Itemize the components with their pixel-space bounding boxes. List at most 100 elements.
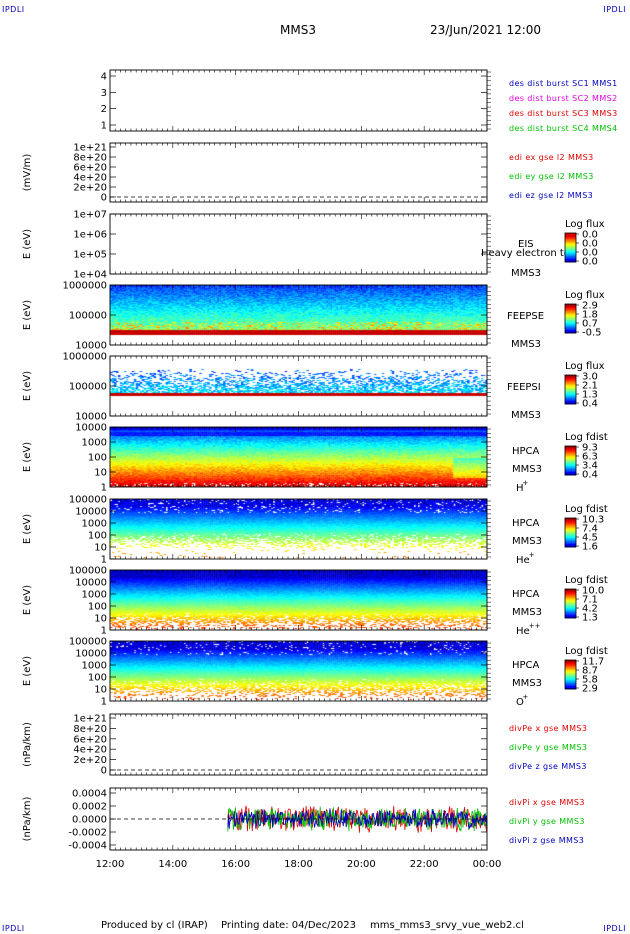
datetime-title: 23/Jun/2021 12:00 [430, 23, 542, 37]
colorbar-cell [565, 539, 576, 542]
colorbar-cell [565, 447, 576, 450]
colorbar-cell [565, 322, 576, 325]
colorbar-title: Log fdist [565, 504, 608, 515]
colorbar-cell [565, 377, 576, 380]
ytick-label: 10000 [75, 423, 107, 434]
colorbar-cell [565, 520, 576, 523]
colorbar-cell [565, 671, 576, 674]
ytick-label: 100 [88, 453, 107, 464]
instrument-label: HPCA [512, 589, 540, 600]
spectrogram-p5 [110, 356, 487, 416]
species-charge: ++ [529, 622, 541, 630]
ytick-label: 10 [94, 468, 107, 479]
spacecraft-label: MMS3 [511, 410, 541, 421]
colorbar-cell [565, 386, 576, 389]
colorbar-tick-label: 1.3 [582, 390, 598, 401]
colorbar-cell [565, 382, 576, 385]
colorbar-cell [565, 610, 576, 613]
colorbar-tick-label: -0.5 [582, 328, 602, 339]
colorbar-cell [565, 399, 576, 402]
colorbar-cell [565, 376, 576, 379]
ytick-label: 0 [101, 193, 107, 204]
colorbar-tick-label: 0.0 [582, 257, 598, 268]
colorbar-cell [565, 599, 576, 601]
colorbar-cell [565, 467, 576, 470]
ytick-label: 1e+06 [73, 230, 107, 241]
colorbar-cell [565, 591, 576, 594]
colorbar-cell [565, 247, 576, 250]
colorbar-cell [565, 396, 576, 399]
colorbar-tick-label: 4.5 [582, 533, 598, 544]
colorbar-frame [564, 303, 577, 334]
colorbar-cell [565, 331, 576, 334]
colorbar-frame [564, 445, 577, 476]
colorbar-cell [565, 318, 576, 321]
colorbar-cell [565, 603, 576, 606]
species-charge: + [522, 693, 528, 701]
mission-title: MMS3 [280, 23, 316, 37]
colorbar-cell [565, 233, 576, 235]
species-label: He [516, 555, 530, 566]
footer-printing-date: Printing date: 04/Dec/2023 [221, 920, 357, 931]
colorbar-frame [564, 588, 577, 619]
colorbar-cell [565, 590, 576, 593]
colorbar-cell [565, 536, 576, 539]
species-label: H [516, 483, 524, 494]
spacecraft-label: MMS3 [512, 464, 542, 475]
colorbar-cell [565, 457, 576, 460]
legend-entry: des dist burst SC1 MMS1 [509, 79, 618, 88]
legend-entry: edi ey gse l2 MMS3 [509, 172, 594, 181]
y-axis-label: E (eV) [22, 229, 33, 259]
spacecraft-label: MMS3 [511, 339, 541, 350]
colorbar-cell [565, 533, 576, 536]
colorbar-cell [565, 532, 576, 535]
ytick-label: 10000 [75, 412, 107, 423]
colorbar-cell [565, 680, 576, 683]
colorbar-cell [565, 306, 576, 309]
colorbar-cell [565, 662, 576, 665]
colorbar-cell [565, 309, 576, 312]
colorbar-cell [565, 678, 576, 681]
colorbar-cell [565, 544, 576, 546]
colorbar-tick-label: 0.4 [582, 470, 598, 481]
legend-entry: divPi x gse MMS3 [509, 798, 585, 807]
panel-p4: 1000000 100000 10000 E (eV) FEEPSE MMS3 Log fl… [22, 281, 605, 352]
colorbar-cell [565, 243, 576, 245]
ytick-label: 0.0002 [72, 802, 107, 813]
colorbar-cell [565, 248, 576, 251]
colorbar-cell [565, 460, 576, 463]
instrument-label: HPCA [512, 660, 540, 671]
colorbar-cell [565, 668, 576, 671]
legend-entry: des dist burst SC4 MMS4 [509, 124, 618, 133]
species-label: He [516, 626, 530, 637]
colorbar-tick-label: 3.0 [582, 372, 598, 383]
colorbar-cell [565, 456, 576, 458]
panel-frame [109, 213, 488, 275]
colorbar-cell [565, 463, 576, 466]
colorbar-cell [565, 535, 576, 538]
ytick-label: 1 [101, 697, 107, 708]
colorbar-cell [565, 542, 576, 545]
panel-p11: 0.0004 0.0002 0.0000 -0.0002 -0.0004 (nPa/km)… [22, 787, 585, 852]
colorbar-tick-label: 0.4 [582, 399, 598, 410]
colorbar-cell [565, 259, 576, 261]
colorbar-frame [564, 659, 577, 690]
colorbar-cell [565, 448, 576, 451]
footer-filename: mms_mms3_srvy_vue_web2.cl [370, 920, 524, 931]
colorbar-tick-label: 4.2 [582, 604, 598, 615]
colorbar-cell [565, 388, 576, 390]
colorbar-cell [565, 606, 576, 609]
time-tick-label: 16:00 [221, 859, 250, 870]
ytick-label: 1000000 [62, 281, 107, 292]
spacecraft-label: MMS3 [512, 678, 542, 689]
ytick-label: 100000 [69, 566, 107, 577]
time-tick-label: 14:00 [158, 859, 187, 870]
colorbar-cell [565, 466, 576, 469]
colorbar-cell [565, 613, 576, 616]
ytick-label: 100000 [69, 311, 107, 322]
colorbar-cell [565, 681, 576, 684]
legend-entry: divPe z gse MMS3 [509, 762, 587, 771]
ytick-label: 1e+04 [73, 270, 107, 281]
colorbar-tick-label: 2.9 [582, 684, 598, 695]
colorbar-cell [565, 451, 576, 454]
